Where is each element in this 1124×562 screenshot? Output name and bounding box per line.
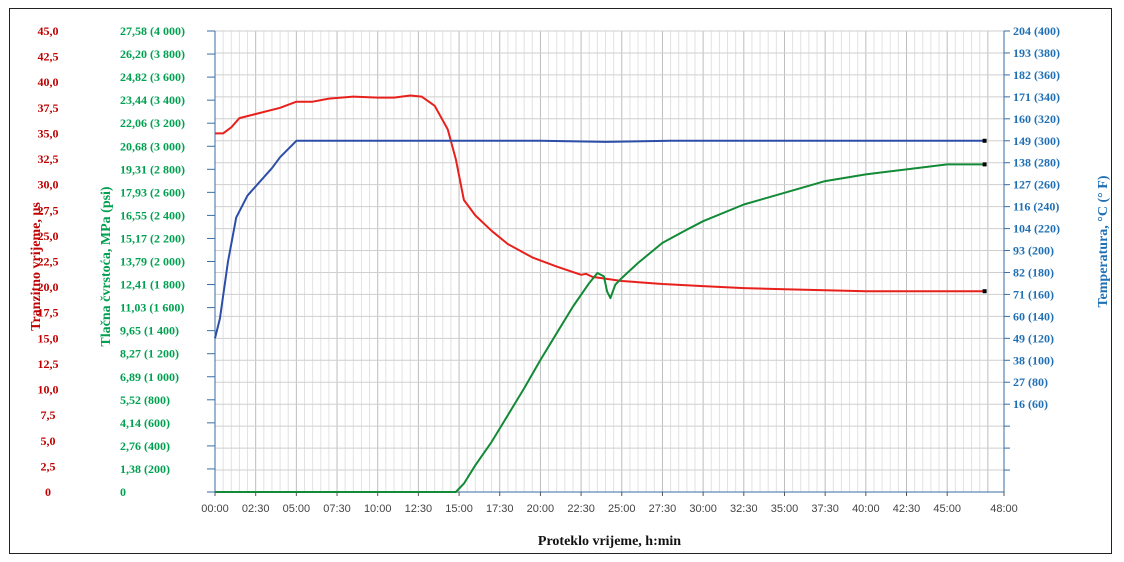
green-axis-tick-label: 6,89 (1 000) [120, 370, 179, 384]
blue-axis-tick-label: 116 (240) [1013, 200, 1059, 214]
x-axis-label: Proteklo vrijeme, h:min [538, 534, 681, 549]
series-layer [214, 94, 987, 493]
x-tick-label: 17:30 [486, 503, 514, 515]
x-tick-label: 20:00 [527, 503, 555, 515]
compressive-strength-end-marker [982, 162, 987, 167]
blue-axis-label: Temperatura, °C (° F) [1096, 175, 1111, 307]
green-axis-tick-label: 15,17 (2 200) [120, 231, 185, 245]
x-tick-label: 27:30 [649, 503, 677, 515]
red-axis-tick-label: 0 [45, 485, 51, 499]
red-axis-tick-label: 42,5 [38, 50, 59, 64]
x-tick-label: 07:30 [323, 503, 351, 515]
green-axis-tick-label: 16,55 (2 400) [120, 208, 185, 222]
blue-axis-tick-label: 193 (380) [1013, 46, 1060, 60]
blue-axis-tick-label: 93 (200) [1013, 244, 1054, 258]
red-axis-tick-label: 32,5 [38, 152, 59, 166]
x-tick-label: 32:30 [730, 503, 758, 515]
x-tick-label: 42:30 [893, 503, 921, 515]
blue-axis-tick-label: 60 (140) [1013, 309, 1054, 323]
grid-layer [214, 30, 1004, 492]
green-axis-tick-label: 1,38 (200) [120, 462, 170, 476]
green-axis-tick-label: 5,52 (800) [120, 393, 170, 407]
green-axis-label: Tlačna čvrstoća, MPa (psi) [99, 186, 114, 347]
x-tick-label: 30:00 [689, 503, 717, 515]
blue-axis-tick-label: 204 (400) [1013, 24, 1060, 38]
red-axis-tick-label: 20,0 [38, 280, 59, 294]
blue-axis-tick-label: 16 (60) [1013, 397, 1048, 411]
green-axis-tick-label: 11,03 (1 600) [120, 301, 184, 315]
x-tick-label: 00:00 [201, 503, 229, 515]
green-axis-tick-label: 19,31 (2 800) [120, 162, 185, 176]
temperature-line [214, 139, 985, 339]
blue-axis-tick-label: 182 (360) [1013, 68, 1060, 82]
red-axis-tick-label: 27,5 [38, 203, 59, 217]
green-axis-tick-label: 9,65 (1 400) [120, 324, 179, 338]
red-axis-tick-label: 40,0 [38, 75, 59, 89]
red-axis-tick-label: 22,5 [38, 255, 59, 269]
red-axis-tick-label: 2,5 [41, 459, 56, 473]
x-tick-label: 10:00 [364, 503, 392, 515]
blue-axis-tick-label: 38 (100) [1013, 353, 1054, 367]
red-axis-label: Tranzitno vrijeme, µs [29, 202, 44, 331]
red-axis-tick-label: 10,0 [38, 383, 59, 397]
green-axis-tick-label: 26,20 (3 800) [120, 47, 185, 61]
blue-axis-tick-label: 104 (220) [1013, 222, 1060, 236]
blue-axis-tick-label: 127 (260) [1013, 178, 1060, 192]
green-axis-tick-label: 27,58 (4 000) [120, 24, 185, 38]
green-axis-tick-label: 8,27 (1 200) [120, 347, 179, 361]
red-axis-tick-label: 5,0 [41, 434, 56, 448]
transit-time-line [215, 94, 985, 293]
green-axis-tick-label: 22,06 (3 200) [120, 116, 185, 130]
green-axis-tick-label: 0 [120, 485, 126, 499]
red-axis-tick-label: 17,5 [38, 306, 59, 320]
blue-axis-tick-label: 71 (160) [1013, 287, 1054, 301]
green-axis-tick-label: 17,93 (2 600) [120, 185, 185, 199]
red-axis-tick-label: 12,5 [38, 357, 59, 371]
green-axis-tick-label: 2,76 (400) [120, 439, 170, 453]
red-axis-tick-label: 45,0 [38, 24, 59, 38]
blue-axis-tick-label: 82 (180) [1013, 265, 1054, 279]
red-axis-tick-label: 35,0 [38, 126, 59, 140]
blue-axis-tick-label: 27 (80) [1013, 375, 1048, 389]
red-axis-tick-label: 7,5 [41, 408, 56, 422]
red-axis-tick-label: 25,0 [38, 229, 59, 243]
blue-axis-tick-label: 49 (120) [1013, 331, 1054, 345]
green-axis-tick-label: 20,68 (3 000) [120, 139, 185, 153]
transit-time-end-marker [982, 289, 987, 294]
green-axis-tick-label: 23,44 (3 400) [120, 93, 185, 107]
x-tick-label: 25:00 [608, 503, 636, 515]
temperature-end-marker [982, 138, 987, 143]
chart-svg: 00:00 02:30 05:00 07:30 10:00 12:30 15:00 17:30… [29, 24, 1111, 549]
x-tick-label: 15:00 [445, 503, 473, 515]
x-tick-label: 35:00 [771, 503, 799, 515]
blue-axis-tick-label: 138 (280) [1013, 156, 1060, 170]
blue-axis-tick-label: 171 (340) [1013, 90, 1060, 104]
x-tick-label: 22:30 [567, 503, 595, 515]
x-tick-label: 37:30 [811, 503, 839, 515]
green-axis-tick-label: 12,41 (1 800) [120, 278, 185, 292]
x-tick-label: 05:00 [283, 503, 311, 515]
x-tick-label: 45:00 [933, 503, 961, 515]
green-axis-tick-label: 24,82 (3 600) [120, 70, 185, 84]
x-tick-label: 40:00 [852, 503, 880, 515]
green-axis-tick-label: 13,79 (2 000) [120, 255, 185, 269]
labels-layer: 00:00 02:30 05:00 07:30 10:00 12:30 15:00 17:30… [29, 24, 1111, 549]
red-axis-tick-label: 30,0 [38, 178, 59, 192]
chart-frame: 00:00 02:30 05:00 07:30 10:00 12:30 15:00 17:30… [9, 8, 1112, 554]
x-tick-label: 12:30 [405, 503, 433, 515]
red-axis-tick-label: 37,5 [38, 101, 59, 115]
green-axis-tick-label: 4,14 (600) [120, 416, 170, 430]
blue-axis-tick-label: 149 (300) [1013, 134, 1060, 148]
blue-axis-tick-label: 160 (320) [1013, 112, 1060, 126]
x-tick-label: 48:00 [990, 503, 1018, 515]
compressive-strength-line [215, 163, 985, 493]
red-axis-tick-label: 15,0 [38, 331, 59, 345]
x-tick-label: 02:30 [242, 503, 270, 515]
